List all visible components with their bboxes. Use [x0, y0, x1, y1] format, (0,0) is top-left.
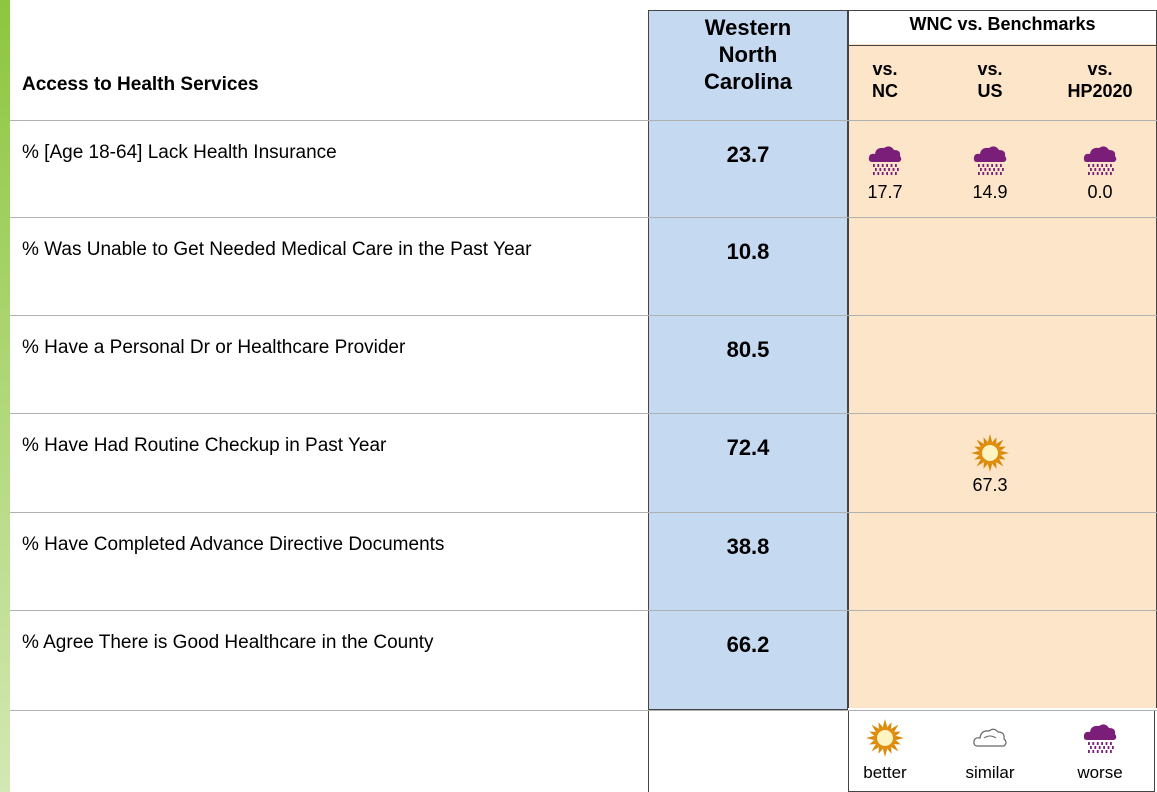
benchmark-icon-svg — [973, 146, 1007, 175]
row-divider — [10, 120, 1157, 121]
row-label: % Have Had Routine Checkup in Past Year — [22, 435, 387, 456]
row-label: % [Age 18-64] Lack Health Insurance — [22, 142, 337, 163]
row-label: % Have a Personal Dr or Healthcare Provi… — [22, 337, 406, 358]
legend-icon — [865, 718, 905, 758]
legend-label: similar — [965, 763, 1015, 782]
benchmark-icon — [1080, 140, 1120, 180]
row-value: 72.4 — [726, 435, 770, 460]
benchmark-icon — [865, 140, 905, 180]
legend-icon — [1080, 718, 1120, 758]
row-divider — [10, 413, 1157, 414]
benchmarks-title: WNC vs. Benchmarks — [909, 14, 1096, 34]
row-divider — [10, 610, 1157, 611]
benchmark-column-header: vs. NC — [830, 58, 940, 102]
legend-label: worse — [1077, 763, 1123, 782]
legend-left-border — [648, 710, 649, 792]
legend-icon-svg — [973, 728, 1007, 747]
row-value: 10.8 — [726, 239, 770, 264]
legend-icon-svg — [1083, 724, 1117, 753]
legend-icon — [970, 718, 1010, 758]
benchmark-column-header-text: vs. HP2020 — [1067, 59, 1133, 101]
benchmark-value: 14.9 — [972, 182, 1008, 202]
benchmark-icon-svg — [971, 434, 1009, 472]
wnc-column — [648, 10, 848, 710]
benchmark-icon-svg — [1083, 146, 1117, 175]
row-label: % Was Unable to Get Needed Medical Care … — [22, 239, 532, 260]
benchmark-column-header-text: vs. US — [977, 59, 1003, 101]
row-divider — [10, 710, 1157, 711]
benchmark-column-header: vs. HP2020 — [1045, 58, 1155, 102]
section-title: Access to Health Services — [22, 74, 259, 95]
side-bar — [0, 0, 10, 792]
benchmark-value: 17.7 — [867, 182, 903, 202]
row-value: 23.7 — [726, 142, 770, 167]
row-value: 80.5 — [726, 337, 770, 362]
row-divider — [10, 512, 1157, 513]
row-value: 38.8 — [726, 534, 770, 559]
row-label: % Agree There is Good Healthcare in the … — [22, 632, 434, 653]
benchmark-column-header-text: vs. NC — [872, 59, 898, 101]
row-divider — [10, 315, 1157, 316]
legend-icon-svg — [866, 719, 904, 757]
benchmark-icon — [970, 140, 1010, 180]
wnc-header: Western North Carolina — [648, 14, 848, 95]
row-divider — [10, 217, 1157, 218]
benchmark-value: 0.0 — [1087, 182, 1113, 202]
benchmark-value: 67.3 — [972, 475, 1008, 495]
benchmark-icon-svg — [868, 146, 902, 175]
row-value: 66.2 — [726, 632, 770, 657]
legend-label: better — [863, 763, 907, 782]
benchmark-icon — [970, 433, 1010, 473]
row-label: % Have Completed Advance Directive Docum… — [22, 534, 445, 555]
wnc-header-text: Western North Carolina — [703, 15, 793, 94]
benchmark-column-header: vs. US — [935, 58, 1045, 102]
